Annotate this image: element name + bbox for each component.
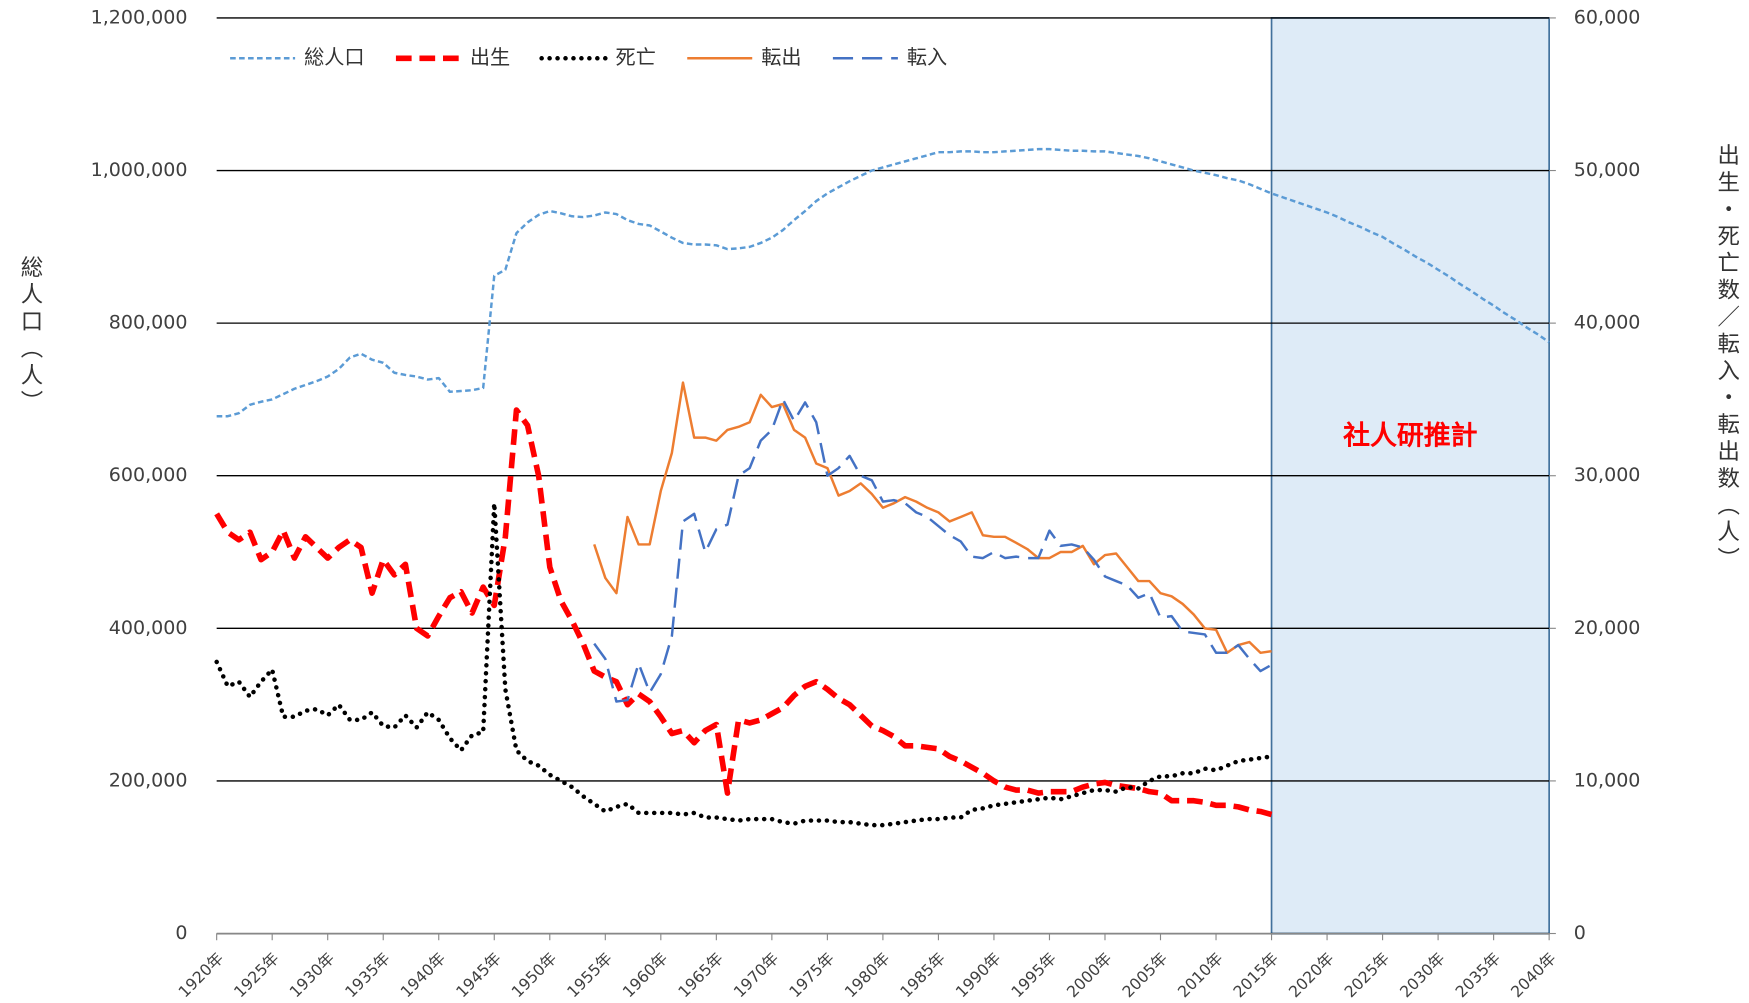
y-tick-label: 200,000 <box>109 769 188 791</box>
x-tick-label: 1935年 <box>341 949 394 1002</box>
x-tick-label: 2040年 <box>1507 949 1560 1002</box>
series-line <box>214 407 1273 818</box>
x-tick-label: 1980年 <box>841 949 894 1002</box>
y2-tick-label: 10,000 <box>1574 769 1641 791</box>
x-tick-label: 2010年 <box>1174 949 1227 1002</box>
y-tick-label: 1,000,000 <box>91 159 188 181</box>
y2-axis-title: 出生・死亡数／転入・転出数（人） <box>1714 143 1740 574</box>
series-line <box>214 500 1274 828</box>
y-tick-label: 600,000 <box>109 464 188 486</box>
y-tick-label: 1,200,000 <box>91 6 188 28</box>
y2-tick-label: 40,000 <box>1574 312 1641 334</box>
x-tick-label: 2035年 <box>1451 949 1504 1002</box>
series-line <box>593 381 1272 655</box>
x-tick-label: 1975年 <box>785 949 838 1002</box>
projection-label: 社人研推計 <box>1343 420 1478 452</box>
legend-label: 出生 <box>470 45 510 69</box>
y-tick-label: 400,000 <box>109 617 188 639</box>
x-tick-label: 1940年 <box>397 949 450 1002</box>
y2-tick-label: 0 <box>1574 922 1586 944</box>
x-tick-label: 1990年 <box>952 949 1005 1002</box>
y-tick-label: 0 <box>175 922 187 944</box>
x-tick-label: 1945年 <box>452 949 505 1002</box>
y-tick-label: 800,000 <box>109 312 188 334</box>
x-tick-label: 2025年 <box>1340 949 1393 1002</box>
x-tick-label: 1985年 <box>896 949 949 1002</box>
x-tick-label: 2005年 <box>1118 949 1171 1002</box>
x-tick-label: 1950年 <box>508 949 561 1002</box>
x-tick-label: 2030年 <box>1396 949 1449 1002</box>
y2-tick-label: 30,000 <box>1574 464 1641 486</box>
legend-label: 転出 <box>761 45 801 69</box>
x-tick-label: 1925年 <box>230 949 283 1002</box>
x-tick-label: 1970年 <box>730 949 783 1002</box>
y-axis-title: 総人口（人） <box>17 255 43 417</box>
legend-label: 総人口 <box>304 45 364 69</box>
y2-tick-label: 50,000 <box>1574 159 1641 181</box>
legend-label: 転入 <box>907 45 947 69</box>
series-line <box>216 147 1550 418</box>
x-tick-label: 1965年 <box>674 949 727 1002</box>
x-tick-label: 2020年 <box>1285 949 1338 1002</box>
x-tick-label: 2000年 <box>1063 949 1116 1002</box>
x-tick-label: 1920年 <box>174 949 227 1002</box>
x-tick-label: 2015年 <box>1229 949 1282 1002</box>
y2-tick-label: 20,000 <box>1574 617 1641 639</box>
x-tick-label: 1960年 <box>619 949 672 1002</box>
y2-tick-label: 60,000 <box>1574 6 1641 28</box>
x-tick-label: 1955年 <box>563 949 616 1002</box>
x-tick-label: 1995年 <box>1007 949 1060 1002</box>
legend-label: 死亡 <box>616 45 656 69</box>
x-tick-label: 1930年 <box>285 949 338 1002</box>
series-line <box>593 398 1273 703</box>
